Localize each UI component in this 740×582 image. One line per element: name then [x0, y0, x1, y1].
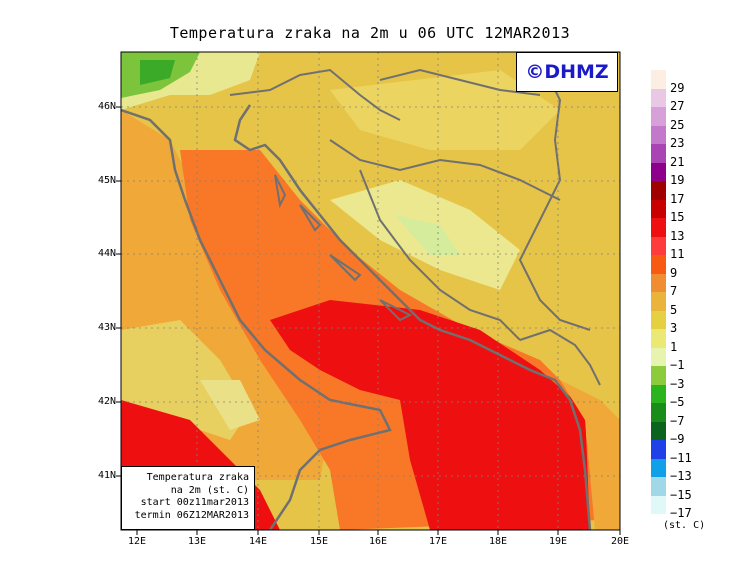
coastline-croatia [233, 104, 592, 530]
lat-label: 41N [97, 470, 116, 481]
lon-label: 15E [309, 536, 329, 547]
lon-label: 13E [187, 536, 207, 547]
grid-lines [121, 52, 620, 530]
colorbar-label: 11 [670, 247, 685, 261]
border-slovenia-croatia [229, 68, 401, 121]
info-line-1: Temperatura zraka [146, 472, 249, 483]
colorbar-swatch [651, 310, 666, 329]
colorbar-swatch [651, 199, 666, 218]
lon-label: 16E [368, 536, 388, 547]
colorbar-swatch [651, 181, 666, 200]
info-line-2: na 2m (st. C) [170, 484, 249, 496]
colorbar-label: 29 [670, 80, 685, 95]
colorbar-label: 7 [670, 284, 678, 298]
colorbar-swatch [651, 384, 666, 403]
colorbar-swatch [651, 329, 666, 348]
map-title: Temperatura zraka na 2m u 06 UTC 12MAR20… [169, 24, 571, 42]
colorbar-label: 15 [670, 210, 685, 224]
colorbar-swatch [651, 458, 666, 477]
map-frame [120, 51, 621, 531]
lon-label: 20E [610, 536, 630, 547]
colorbar-label: 19 [670, 173, 685, 187]
lon-label: 14E [248, 536, 268, 547]
border-montenegro [519, 328, 601, 386]
colorbar-label: −7 [670, 413, 685, 428]
colorbar-label: −5 [670, 395, 685, 409]
lat-label: 44N [97, 248, 116, 259]
colorbar-swatch [651, 70, 666, 89]
colorbar-swatch [651, 347, 666, 366]
colorbar-swatch [651, 125, 666, 144]
colorbar-label: 21 [670, 154, 685, 169]
lat-label: 45N [97, 175, 116, 186]
colorbar-units: (st. C) [663, 520, 706, 531]
border-croatia-bosnia [329, 139, 561, 201]
border-hungary [379, 68, 541, 96]
lat-label: 46N [97, 101, 116, 112]
colorbar-swatch [651, 292, 666, 311]
colorbar-label: −17 [670, 506, 692, 520]
colorbar-swatch [651, 162, 666, 181]
lon-label: 17E [428, 536, 448, 547]
colorbar-swatch [651, 107, 666, 126]
colorbar-swatch [651, 440, 666, 459]
colorbar-swatch [651, 144, 666, 163]
lon-label: 18E [488, 536, 508, 547]
colorbar-swatch [651, 421, 666, 440]
adriatic-warm-core [270, 300, 590, 530]
colorbar-swatch [651, 495, 666, 514]
lat-label: 42N [97, 396, 116, 407]
lat-label: 43N [97, 322, 116, 333]
colorbar-label: −1 [670, 358, 685, 372]
info-line-3: start 00z11mar2013 [140, 497, 249, 508]
colorbar-swatch [651, 403, 666, 422]
colorbar-swatch [651, 273, 666, 292]
coastline-italy [121, 108, 392, 530]
colorbar-swatch [651, 366, 666, 385]
colorbar-label: 13 [670, 228, 685, 243]
map-info-box: Temperatura zraka na 2m (st. C) start 00… [121, 466, 255, 530]
colorbar-swatch [651, 88, 666, 107]
colorbar-label: 17 [670, 191, 685, 206]
colorbar-label: 9 [670, 265, 678, 280]
colorbar-label: −11 [670, 450, 692, 465]
colorbar-label: 27 [670, 99, 685, 113]
colorbar-swatch [651, 218, 666, 237]
colorbar-label: 25 [670, 117, 685, 132]
colorbar-swatch [651, 255, 666, 274]
colorbar-label: −15 [670, 487, 692, 502]
colorbar-label: 3 [670, 321, 678, 335]
colorbar-label: −13 [670, 469, 692, 483]
colorbar-label: 1 [670, 339, 678, 354]
colorbar-swatch [651, 477, 666, 496]
colorbar-label: 23 [670, 136, 685, 150]
lon-label: 19E [548, 536, 568, 547]
info-line-4: termin 06Z12MAR2013 [134, 509, 249, 521]
border-bosnia-south [359, 169, 521, 341]
dhmz-credit-box: ©DHMZ [516, 52, 618, 92]
colorbar-label: −9 [670, 432, 685, 446]
lon-label: 12E [127, 536, 147, 547]
colorbar-swatch [651, 236, 666, 255]
colorbar-label: −3 [670, 376, 685, 391]
colorbar-label: 5 [670, 302, 678, 317]
